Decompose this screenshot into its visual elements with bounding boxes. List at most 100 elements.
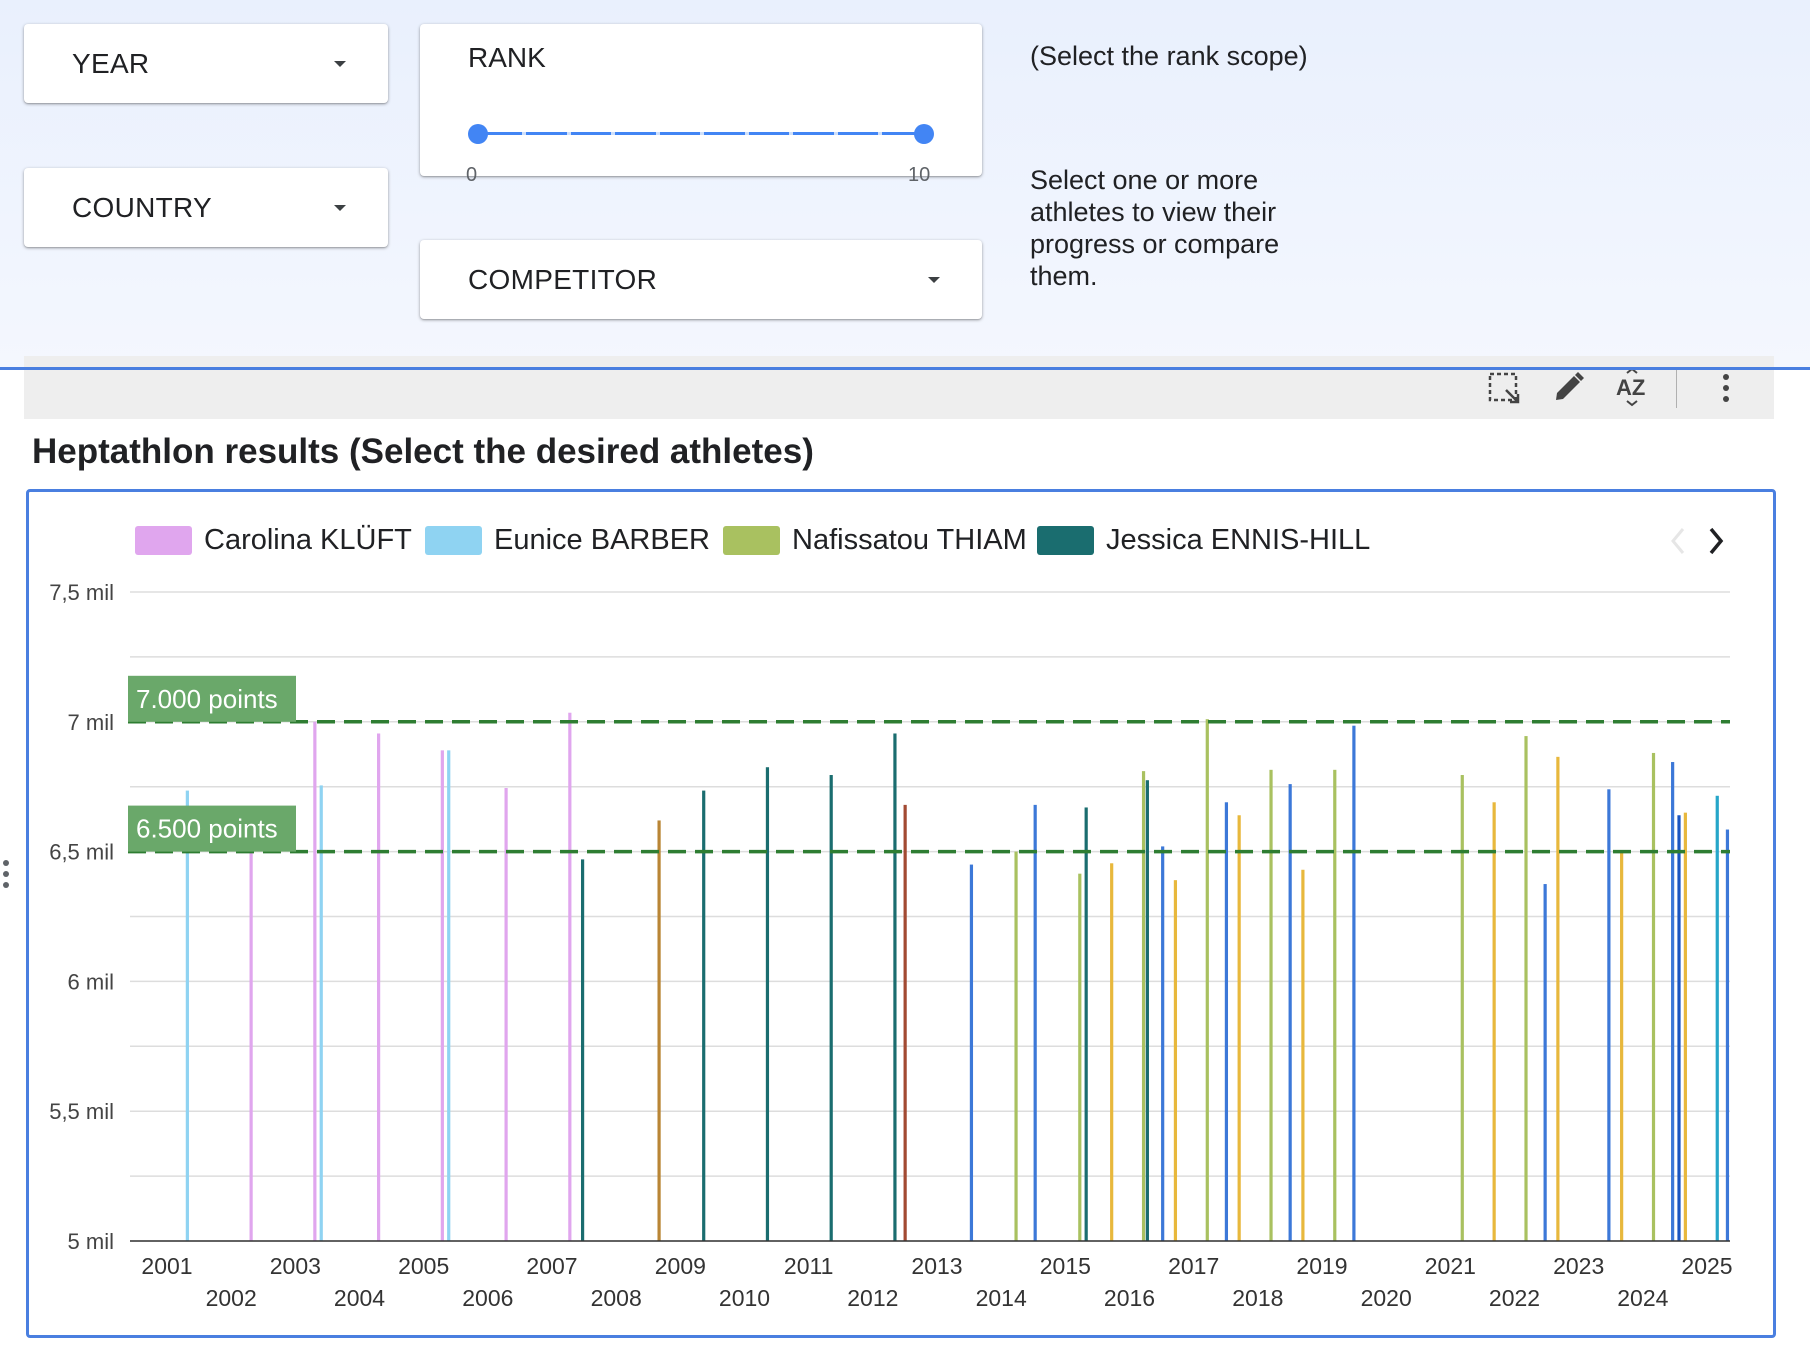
bar: [1620, 850, 1624, 1241]
y-tick-label: 5 mil: [68, 1229, 114, 1254]
bar: [1671, 762, 1675, 1241]
bar: [829, 775, 833, 1241]
legend-item-thiam[interactable]: Nafissatou THIAM: [723, 522, 1027, 558]
competitor-dropdown[interactable]: COMPETITOR: [420, 240, 982, 319]
x-tick-label: 2001: [141, 1253, 192, 1279]
bar: [1110, 863, 1114, 1241]
bar: [1161, 846, 1165, 1241]
bar: [447, 750, 451, 1241]
x-tick-label: 2015: [1040, 1253, 1091, 1279]
bar: [440, 750, 444, 1241]
bar: [893, 733, 897, 1241]
bar: [580, 859, 585, 1241]
bar: [1224, 802, 1229, 1241]
chart-container[interactable]: Carolina KLÜFT Eunice BARBER Nafissatou …: [26, 489, 1776, 1338]
bar: [1173, 880, 1178, 1241]
x-tick-label: 2014: [976, 1285, 1027, 1311]
rank-slider-tick: [745, 132, 749, 135]
chart-toolbar: AZ: [24, 356, 1774, 419]
bar: [319, 785, 323, 1241]
rank-hint: (Select the rank scope): [1030, 40, 1308, 72]
pencil-icon[interactable]: [1548, 368, 1588, 408]
rank-min-handle[interactable]: [468, 124, 488, 144]
chevron-down-icon: [334, 60, 346, 67]
legend-swatch: [1037, 525, 1094, 555]
bar: [313, 721, 317, 1241]
x-tick-label: 2019: [1296, 1253, 1347, 1279]
x-tick-label: 2004: [334, 1285, 385, 1311]
bar: [1524, 736, 1528, 1241]
bar: [969, 864, 974, 1241]
bar: [1677, 815, 1681, 1241]
competitor-dropdown-label: COMPETITOR: [468, 263, 658, 295]
country-dropdown[interactable]: COUNTRY: [24, 168, 388, 247]
bar: [1237, 815, 1241, 1241]
x-tick-label: 2017: [1168, 1253, 1219, 1279]
bar: [1333, 769, 1337, 1241]
legend-swatch: [135, 525, 192, 555]
x-tick-label: 2021: [1425, 1253, 1476, 1279]
athlete-hint-line: Select one or more: [1030, 165, 1259, 195]
bar: [1725, 829, 1730, 1241]
rank-max-handle[interactable]: [914, 124, 934, 144]
legend-prev-icon[interactable]: [1663, 524, 1693, 558]
rank-slider-card: RANK 0 10: [420, 24, 982, 186]
legend-next-icon[interactable]: [1701, 524, 1731, 558]
athlete-hint-line: athletes to view their: [1030, 197, 1277, 227]
x-tick-label: 2022: [1489, 1285, 1540, 1311]
more-vert-icon[interactable]: [1706, 368, 1746, 408]
bar: [1460, 775, 1464, 1241]
x-tick-label: 2023: [1553, 1253, 1604, 1279]
bar: [1492, 802, 1496, 1241]
bar: [1145, 780, 1149, 1241]
bar: [504, 787, 508, 1241]
y-tick-label: 6,5 mil: [49, 840, 114, 865]
bar: [903, 804, 907, 1241]
y-tick-label: 7,5 mil: [49, 580, 114, 605]
y-tick-label: 5,5 mil: [49, 1099, 114, 1124]
legend-item-barber[interactable]: Eunice BARBER: [425, 522, 710, 558]
bar: [1683, 812, 1687, 1241]
country-dropdown-label: COUNTRY: [72, 191, 213, 223]
select-area-icon[interactable]: [1484, 368, 1524, 408]
bar: [1084, 807, 1088, 1241]
x-tick-label: 2007: [526, 1253, 577, 1279]
bar: [1288, 784, 1292, 1241]
bar: [1651, 752, 1656, 1241]
bar: [1715, 795, 1719, 1241]
x-tick-label: 2020: [1361, 1285, 1412, 1311]
x-tick-label: 2006: [462, 1285, 513, 1311]
rank-title: RANK: [468, 42, 546, 73]
resize-handle-icon[interactable]: [0, 860, 12, 896]
bar: [1269, 769, 1273, 1241]
bar: [1301, 869, 1305, 1241]
x-tick-label: 2025: [1681, 1253, 1732, 1279]
x-tick-label: 2024: [1617, 1285, 1668, 1311]
athlete-hint-line: progress or compare: [1030, 229, 1280, 259]
year-dropdown[interactable]: YEAR: [24, 24, 388, 103]
bar: [1078, 873, 1082, 1241]
legend-item-ennis-hill[interactable]: Jessica ENNIS-HILL: [1037, 522, 1370, 558]
x-tick-label: 2003: [270, 1253, 321, 1279]
bar: [1014, 851, 1018, 1241]
rank-slider-tick: [700, 132, 704, 135]
bar: [249, 841, 253, 1241]
legend-label: Carolina KLÜFT: [204, 523, 412, 556]
y-tick-label: 6 mil: [68, 969, 114, 994]
toolbar-divider: [1676, 368, 1677, 408]
legend-label: Eunice BARBER: [494, 523, 710, 556]
reference-label: 7.000 points: [136, 684, 278, 714]
year-dropdown-label: YEAR: [72, 47, 150, 79]
rank-min-label: 0: [466, 164, 478, 186]
rank-slider-tick: [656, 132, 660, 135]
athlete-hint-line: them.: [1030, 261, 1098, 291]
legend-item-kluft[interactable]: Carolina KLÜFT: [135, 522, 412, 558]
chevron-down-icon: [334, 204, 346, 211]
x-tick-label: 2002: [206, 1285, 257, 1311]
x-tick-label: 2018: [1232, 1285, 1283, 1311]
y-tick-label: 7 mil: [68, 710, 114, 735]
reference-label: 6.500 points: [136, 814, 278, 844]
rank-slider-tick: [611, 132, 615, 135]
rank-slider-tick: [522, 132, 526, 135]
